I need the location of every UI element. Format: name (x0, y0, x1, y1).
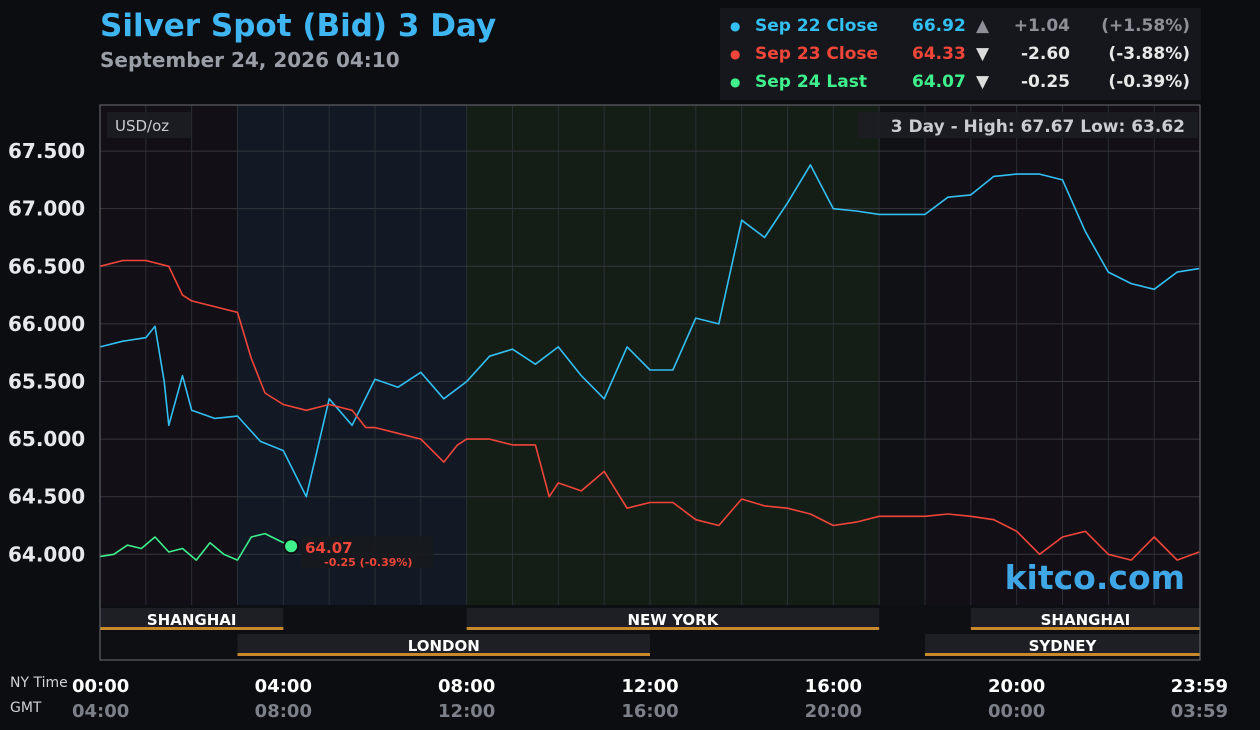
session-label: NEW YORK (628, 611, 720, 629)
x-tick-ny: 20:00 (988, 676, 1045, 697)
legend-change: -2.60 (1021, 44, 1070, 64)
down-arrow-icon: ▼ (976, 72, 990, 92)
y-tick-label: 66.000 (8, 312, 85, 336)
series-line (99, 164, 1200, 498)
session-bar (237, 653, 650, 656)
legend-change: +1.04 (1013, 16, 1070, 36)
closed-shading (879, 105, 925, 605)
session-bar (466, 627, 880, 630)
legend-label: Sep 23 Close (755, 44, 879, 64)
legend-entry-sep23: ● Sep 23 Close 64.33 ▼ -2.60 (-3.88%) (720, 44, 1201, 70)
session-band (466, 608, 880, 628)
x-tick-gmt: 16:00 (621, 701, 678, 722)
x-tick-gmt: 03:59 (1171, 701, 1228, 722)
legend-dot-icon: ● (730, 75, 741, 89)
legend-dot-icon: ● (730, 47, 741, 61)
session-bar (100, 627, 284, 630)
legend-value: 64.07 (912, 72, 966, 92)
y-tick-label: 67.000 (8, 197, 85, 221)
session-bar (970, 627, 1200, 630)
x-tick-ny: 16:00 (805, 676, 862, 697)
kitco-watermark: kitco.com (1005, 558, 1185, 597)
unit-label: USD/oz (115, 117, 169, 135)
session-bar (925, 653, 1200, 656)
london-shading (237, 105, 467, 605)
session-label: SHANGHAI (147, 611, 237, 629)
legend-entry-sep22: ● Sep 22 Close 66.92 ▲ +1.04 (+1.58%) (720, 16, 1201, 42)
last-value-label: 64.07 (305, 539, 352, 557)
legend-label: Sep 22 Close (755, 16, 879, 36)
session-band (237, 634, 650, 654)
x-tick-ny: 00:00 (72, 676, 129, 697)
session-label: SHANGHAI (1041, 611, 1131, 629)
x-tick-gmt: 20:00 (805, 701, 862, 722)
legend-value: 64.33 (912, 44, 966, 64)
legend-change: -0.25 (1021, 72, 1070, 92)
newyork-shading (466, 105, 880, 605)
down-arrow-icon: ▼ (976, 44, 990, 64)
last-point-marker (283, 538, 300, 555)
last-change-label: -0.25 (-0.39%) (324, 556, 412, 569)
session-label: SYDNEY (1029, 637, 1098, 655)
chart-title: Silver Spot (Bid) 3 Day (100, 8, 497, 44)
legend-dot-icon: ● (730, 19, 741, 33)
last-value-box (301, 536, 434, 569)
legend-percent: (-3.88%) (1108, 44, 1190, 64)
x-tick-ny: 12:00 (621, 676, 678, 697)
x-tick-gmt: 12:00 (438, 701, 495, 722)
x-tick-gmt: 00:00 (988, 701, 1045, 722)
chart-legend: ● Sep 22 Close 66.92 ▲ +1.04 (+1.58%) ● … (720, 8, 1201, 100)
ny-time-label: NY Time (10, 675, 68, 691)
x-tick-gmt: 08:00 (255, 701, 312, 722)
x-tick-ny: 08:00 (438, 676, 495, 697)
legend-percent: (+1.58%) (1101, 16, 1190, 36)
x-tick-gmt: 04:00 (72, 701, 129, 722)
x-tick-ny: 23:59 (1171, 676, 1228, 697)
range-label: 3 Day - High: 67.67 Low: 63.62 (891, 117, 1185, 137)
session-band (100, 608, 284, 628)
y-tick-label: 64.000 (8, 542, 85, 566)
legend-percent: (-0.39%) (1108, 72, 1190, 92)
series-line (99, 532, 292, 561)
legend-entry-sep24: ● Sep 24 Last 64.07 ▼ -0.25 (-0.39%) (720, 72, 1201, 98)
y-tick-label: 65.500 (8, 369, 85, 393)
y-tick-label: 66.500 (8, 254, 85, 278)
session-band (970, 608, 1200, 628)
session-band (925, 634, 1200, 654)
y-tick-label: 65.000 (8, 427, 85, 451)
legend-label: Sep 24 Last (755, 72, 867, 92)
series-line (99, 259, 1200, 561)
up-arrow-icon: ▲ (976, 16, 990, 36)
chart-subtitle: September 24, 2026 04:10 (100, 48, 400, 72)
y-tick-label: 67.500 (8, 139, 85, 163)
gmt-label: GMT (10, 700, 42, 716)
x-tick-ny: 04:00 (255, 676, 312, 697)
session-label: LONDON (408, 637, 480, 655)
y-tick-label: 64.500 (8, 485, 85, 509)
legend-value: 66.92 (912, 16, 966, 36)
